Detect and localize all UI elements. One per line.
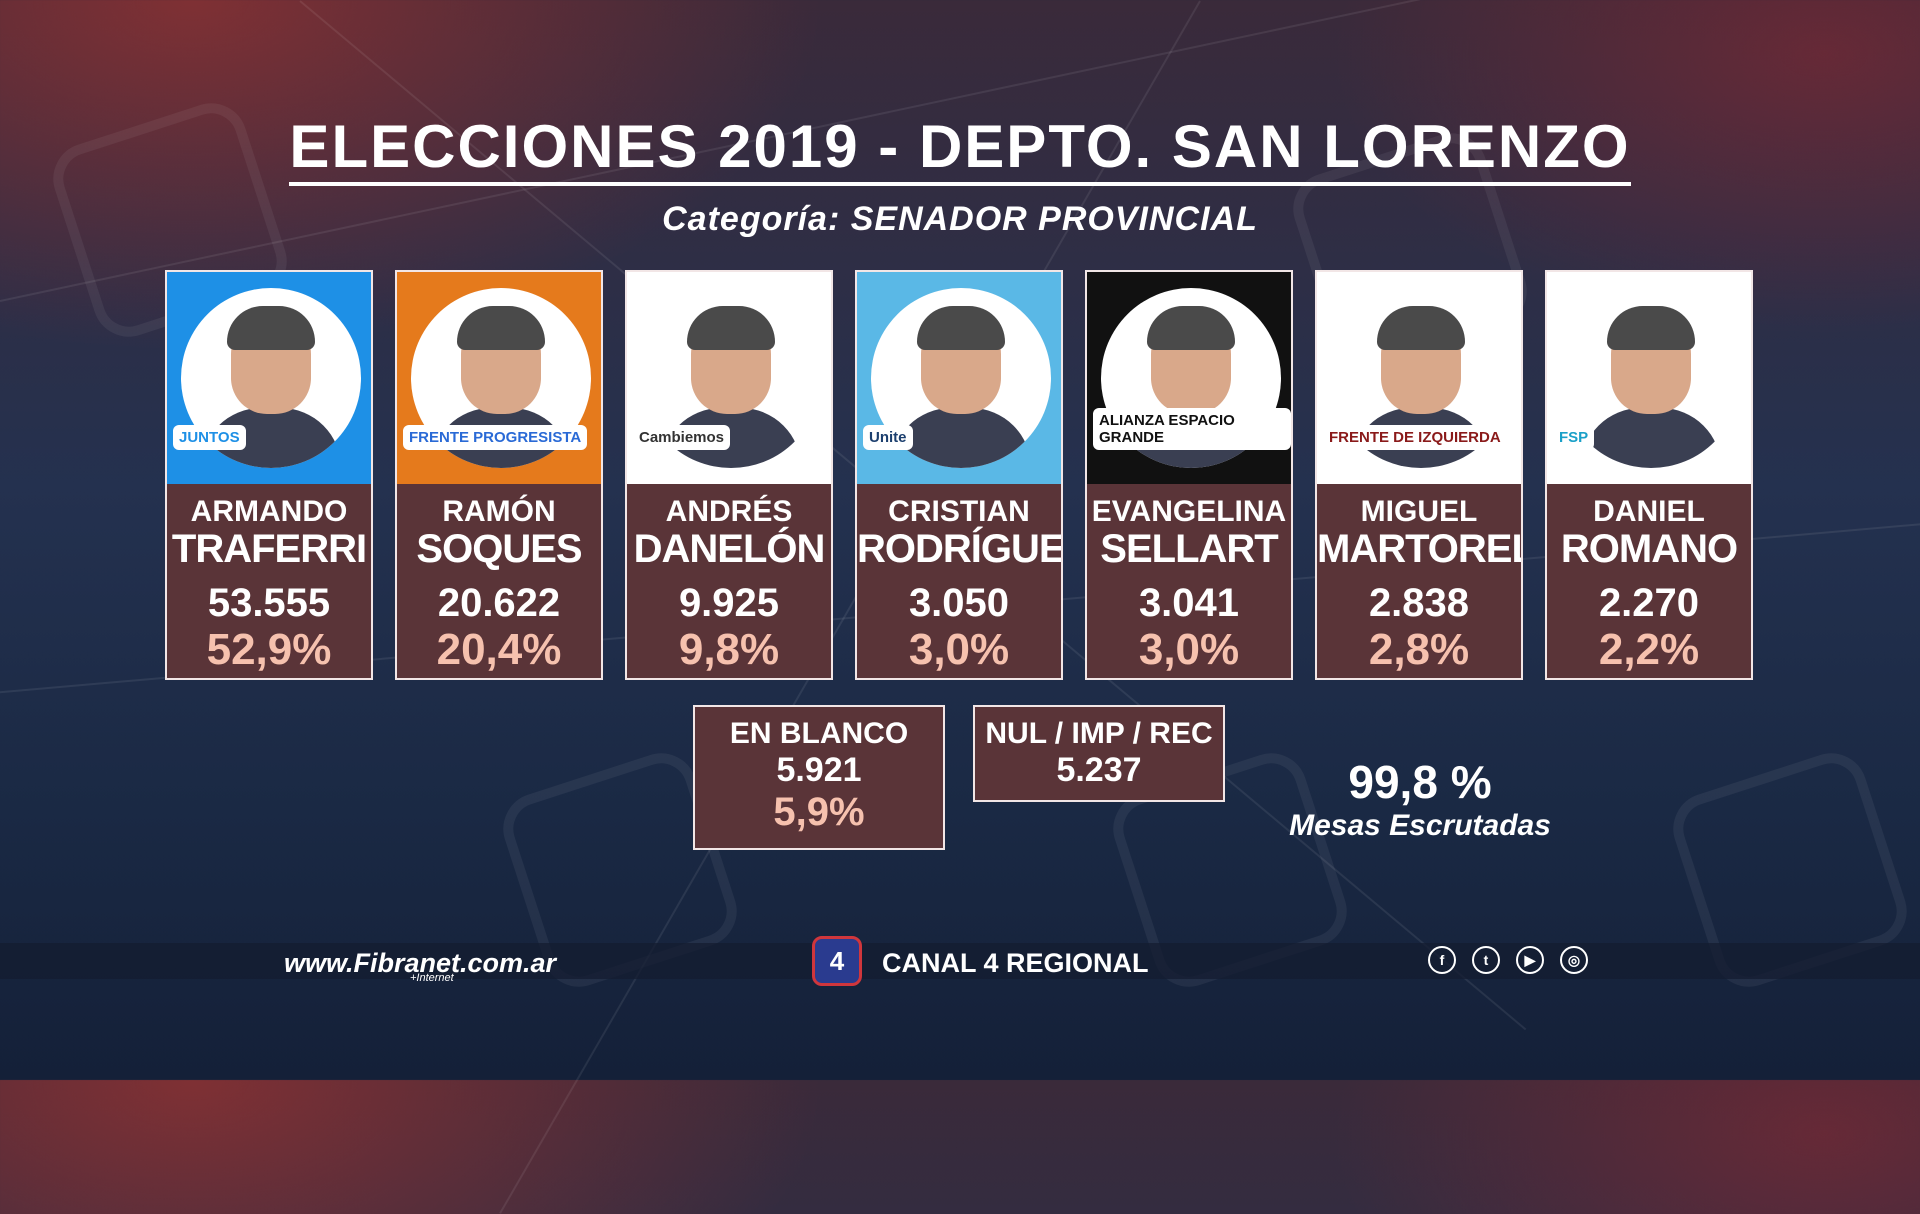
candidate-photo: FRENTE PROGRESISTA: [397, 272, 601, 484]
candidate-first-name: DANIEL: [1593, 495, 1705, 528]
website-link[interactable]: www.Fibranet.com.ar: [284, 948, 557, 978]
candidate-card: FRENTE DE IZQUIERDA MIGUEL MARTORELL 2.8…: [1315, 270, 1523, 680]
twitter-icon[interactable]: t: [1472, 946, 1500, 974]
footer-bar: [0, 943, 1920, 979]
party-logo: JUNTOS: [173, 425, 246, 450]
null-votes-label: NUL / IMP / REC: [985, 717, 1213, 750]
blank-votes-count: 5.921: [776, 751, 862, 789]
candidate-cards: JUNTOS ARMANDO TRAFERRI 53.555 52,9% FRE…: [165, 270, 1757, 686]
candidate-card: JUNTOS ARMANDO TRAFERRI 53.555 52,9%: [165, 270, 373, 680]
candidate-first-name: ANDRÉS: [665, 495, 793, 528]
candidate-photo: Cambiemos: [627, 272, 831, 484]
candidate-photo: FSP: [1547, 272, 1751, 484]
candidate-photo: Unite: [857, 272, 1061, 484]
scrutiny-status: 99,8 % Mesas Escrutadas: [1270, 755, 1570, 843]
page-subtitle: Categoría: SENADOR PROVINCIAL: [662, 200, 1258, 238]
channel-name: CANAL 4 REGIONAL: [882, 948, 1149, 978]
blank-votes-box: EN BLANCO 5.921 5,9%: [693, 705, 945, 850]
candidate-votes: 2.270: [1598, 581, 1700, 625]
candidate-card: Unite CRISTIAN RODRÍGUEZ 3.050 3,0%: [855, 270, 1063, 680]
candidate-card: FSP DANIEL ROMANO 2.270 2,2%: [1545, 270, 1753, 680]
candidate-percentage: 3,0%: [1138, 625, 1240, 674]
candidate-first-name: EVANGELINA: [1091, 495, 1287, 528]
scrutiny-percentage: 99,8 %: [1348, 756, 1492, 808]
instagram-icon[interactable]: ◎: [1560, 946, 1588, 974]
blank-votes-percentage: 5,9%: [773, 790, 865, 834]
page-title: ELECCIONES 2019 - DEPTO. SAN LORENZO: [0, 112, 1920, 186]
scrutiny-label: Mesas Escrutadas: [1289, 809, 1551, 842]
candidate-first-name: MIGUEL: [1360, 495, 1478, 528]
candidate-percentage: 3,0%: [908, 625, 1010, 674]
candidate-percentage: 20,4%: [436, 625, 562, 674]
youtube-icon[interactable]: ▶: [1516, 946, 1544, 974]
null-votes-box: NUL / IMP / REC 5.237: [973, 705, 1225, 802]
party-logo: FRENTE DE IZQUIERDA: [1323, 425, 1507, 450]
candidate-first-name: ARMANDO: [190, 495, 348, 528]
candidate-votes: 9.925: [678, 581, 780, 625]
candidate-votes: 3.050: [908, 581, 1010, 625]
website-subtitle: +Internet: [410, 972, 454, 984]
party-logo: FRENTE PROGRESISTA: [403, 425, 588, 450]
null-votes-count: 5.237: [1056, 751, 1142, 789]
party-logo: FSP: [1553, 425, 1595, 450]
candidate-last-name: SELLART: [1100, 527, 1278, 571]
candidate-first-name: CRISTIAN: [888, 495, 1030, 528]
candidate-photo: FRENTE DE IZQUIERDA: [1317, 272, 1521, 484]
candidate-card: Cambiemos ANDRÉS DANELÓN 9.925 9,8%: [625, 270, 833, 680]
candidate-votes: 53.555: [207, 581, 331, 625]
channel-logo-icon: 4: [812, 936, 862, 986]
candidate-last-name: DANELÓN: [633, 527, 826, 571]
candidate-percentage: 2,2%: [1598, 625, 1700, 674]
candidate-last-name: RODRÍGUEZ: [857, 527, 1063, 571]
candidate-card: ALIANZA ESPACIO GRANDE EVANGELINA SELLAR…: [1085, 270, 1293, 680]
candidate-first-name: RAMÓN: [442, 495, 556, 528]
blank-votes-label: EN BLANCO: [729, 717, 909, 750]
candidate-votes: 3.041: [1138, 581, 1240, 625]
facebook-icon[interactable]: f: [1428, 946, 1456, 974]
candidate-photo: JUNTOS: [167, 272, 371, 484]
candidate-votes: 2.838: [1368, 581, 1470, 625]
candidate-last-name: TRAFERRI: [171, 527, 367, 571]
party-logo: ALIANZA ESPACIO GRANDE: [1093, 408, 1291, 450]
candidate-card: FRENTE PROGRESISTA RAMÓN SOQUES 20.622 2…: [395, 270, 603, 680]
candidate-percentage: 2,8%: [1368, 625, 1470, 674]
party-logo: Cambiemos: [633, 425, 731, 450]
candidate-last-name: ROMANO: [1560, 527, 1738, 571]
candidate-last-name: SOQUES: [416, 527, 582, 571]
candidate-percentage: 52,9%: [206, 625, 332, 674]
candidate-photo: ALIANZA ESPACIO GRANDE: [1087, 272, 1291, 484]
party-logo: Unite: [863, 425, 913, 450]
candidate-last-name: MARTORELL: [1317, 527, 1521, 571]
candidate-percentage: 9,8%: [678, 625, 780, 674]
candidate-votes: 20.622: [437, 581, 561, 625]
